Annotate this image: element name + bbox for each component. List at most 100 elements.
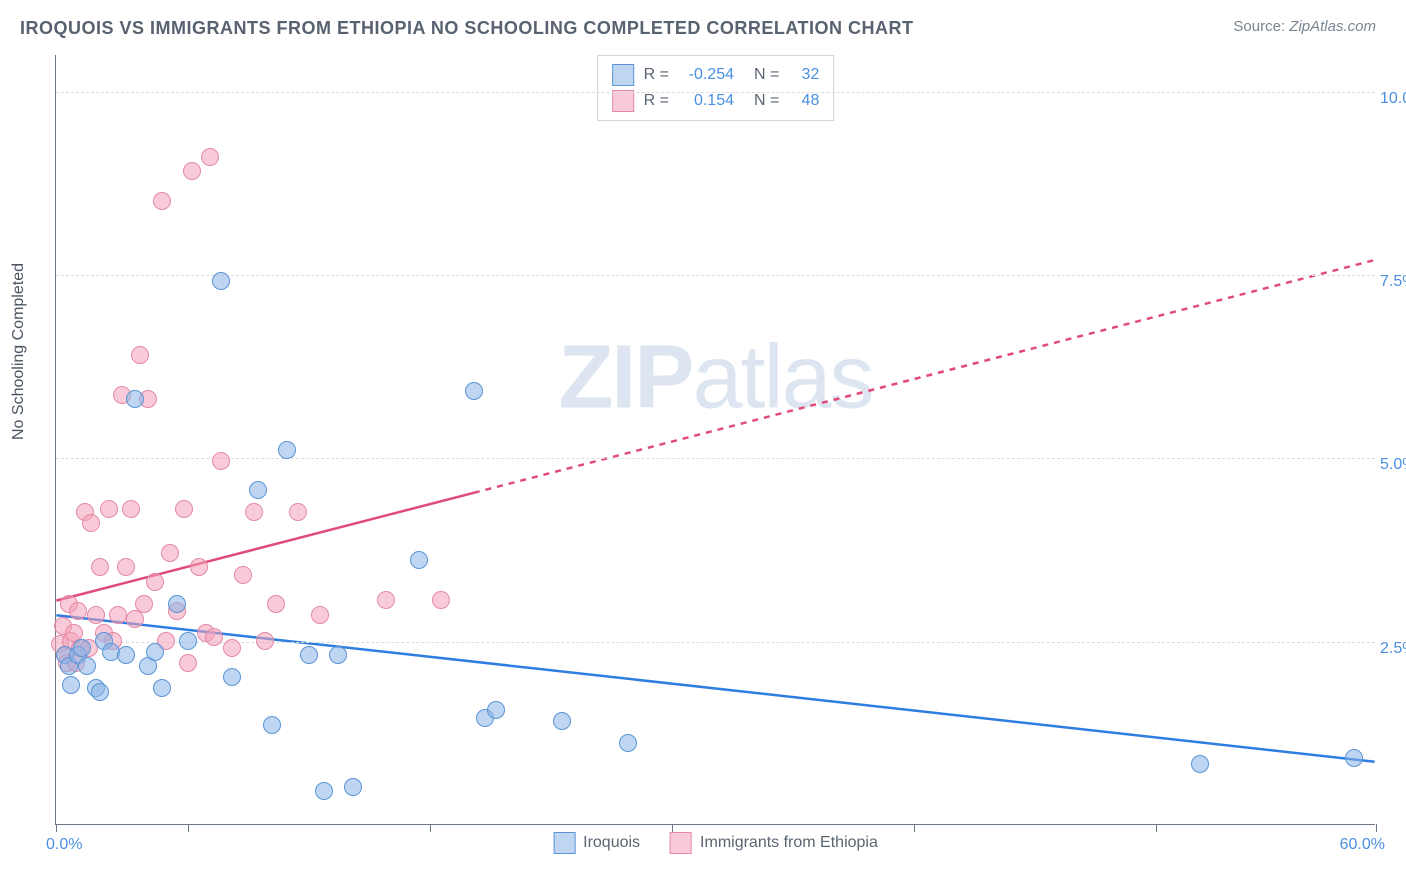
legend-swatch xyxy=(612,90,634,112)
scatter-point xyxy=(377,591,395,609)
x-axis-max-label: 60.0% xyxy=(1340,836,1385,854)
scatter-point xyxy=(245,503,263,521)
scatter-point xyxy=(82,514,100,532)
scatter-point xyxy=(234,566,252,584)
scatter-point xyxy=(487,701,505,719)
scatter-point xyxy=(619,734,637,752)
y-tick-label: 7.5% xyxy=(1380,273,1406,291)
scatter-point xyxy=(278,441,296,459)
scatter-point xyxy=(190,558,208,576)
x-tick xyxy=(188,824,189,832)
watermark: ZIPatlas xyxy=(558,326,872,429)
scatter-point xyxy=(153,679,171,697)
stat-r-label: R = xyxy=(644,92,669,110)
watermark-bold: ZIP xyxy=(558,327,692,427)
scatter-point xyxy=(153,192,171,210)
scatter-point xyxy=(175,500,193,518)
scatter-point xyxy=(117,646,135,664)
scatter-point xyxy=(553,712,571,730)
stat-n-value: 32 xyxy=(789,66,819,84)
chart-title: IROQUOIS VS IMMIGRANTS FROM ETHIOPIA NO … xyxy=(20,18,914,39)
legend-swatch xyxy=(612,64,634,86)
scatter-point xyxy=(117,558,135,576)
scatter-point xyxy=(91,558,109,576)
scatter-point xyxy=(1345,749,1363,767)
x-tick xyxy=(430,824,431,832)
x-tick xyxy=(1156,824,1157,832)
x-tick xyxy=(672,824,673,832)
gridline xyxy=(56,92,1375,93)
scatter-point xyxy=(256,632,274,650)
scatter-point xyxy=(311,606,329,624)
scatter-point xyxy=(91,683,109,701)
scatter-point xyxy=(329,646,347,664)
stat-r-label: R = xyxy=(644,66,669,84)
y-tick-label: 10.0% xyxy=(1380,90,1406,108)
source-label: Source: xyxy=(1233,18,1285,35)
gridline xyxy=(56,275,1375,276)
stat-n-label: N = xyxy=(754,66,779,84)
scatter-point xyxy=(179,654,197,672)
scatter-point xyxy=(161,544,179,562)
scatter-point xyxy=(87,606,105,624)
trend-lines-layer xyxy=(56,55,1375,824)
scatter-point xyxy=(263,716,281,734)
source-attribution: Source: ZipAtlas.com xyxy=(1233,18,1376,35)
stat-r-value: 0.154 xyxy=(679,92,734,110)
scatter-point xyxy=(131,346,149,364)
scatter-point xyxy=(212,452,230,470)
scatter-point xyxy=(465,382,483,400)
scatter-point xyxy=(223,668,241,686)
legend-swatch xyxy=(670,832,692,854)
stat-n-label: N = xyxy=(754,92,779,110)
scatter-point xyxy=(223,639,241,657)
x-tick xyxy=(1376,824,1377,832)
plot-area: ZIPatlas R =-0.254N =32R =0.154N =48 0.0… xyxy=(55,55,1375,825)
scatter-point xyxy=(109,606,127,624)
scatter-point xyxy=(179,632,197,650)
y-tick-label: 2.5% xyxy=(1380,640,1406,658)
scatter-point xyxy=(205,628,223,646)
scatter-point xyxy=(315,782,333,800)
watermark-rest: atlas xyxy=(692,327,872,427)
scatter-point xyxy=(126,390,144,408)
trend-line xyxy=(56,615,1374,761)
scatter-point xyxy=(201,148,219,166)
series-legend-item: Iroquois xyxy=(553,832,640,854)
series-legend-item: Immigrants from Ethiopia xyxy=(670,832,878,854)
gridline xyxy=(56,458,1375,459)
stat-r-value: -0.254 xyxy=(679,66,734,84)
scatter-point xyxy=(432,591,450,609)
stat-legend-row: R = -0.254 N = 32 xyxy=(612,62,820,88)
legend-swatch xyxy=(553,832,575,854)
scatter-point xyxy=(73,639,91,657)
scatter-point xyxy=(146,573,164,591)
series-legend-label: Iroquois xyxy=(583,834,640,852)
scatter-point xyxy=(135,595,153,613)
trend-line xyxy=(56,493,473,601)
x-tick xyxy=(56,824,57,832)
scatter-point xyxy=(1191,755,1209,773)
gridline xyxy=(56,642,1375,643)
scatter-point xyxy=(183,162,201,180)
scatter-point xyxy=(78,657,96,675)
scatter-point xyxy=(344,778,362,796)
series-legend-label: Immigrants from Ethiopia xyxy=(700,834,878,852)
scatter-point xyxy=(289,503,307,521)
y-tick-label: 5.0% xyxy=(1380,456,1406,474)
y-axis-label: No Schooling Completed xyxy=(10,263,28,440)
scatter-point xyxy=(62,676,80,694)
source-value: ZipAtlas.com xyxy=(1289,18,1376,35)
x-tick xyxy=(914,824,915,832)
scatter-point xyxy=(146,643,164,661)
scatter-point xyxy=(100,500,118,518)
series-legend: Iroquois Immigrants from Ethiopia xyxy=(553,832,878,854)
scatter-point xyxy=(410,551,428,569)
x-axis-min-label: 0.0% xyxy=(46,836,82,854)
scatter-point xyxy=(267,595,285,613)
scatter-point xyxy=(168,595,186,613)
stat-legend: R = -0.254 N = 32 R = 0.154 N = 48 xyxy=(597,55,835,121)
scatter-point xyxy=(300,646,318,664)
stat-n-value: 48 xyxy=(789,92,819,110)
scatter-point xyxy=(212,272,230,290)
